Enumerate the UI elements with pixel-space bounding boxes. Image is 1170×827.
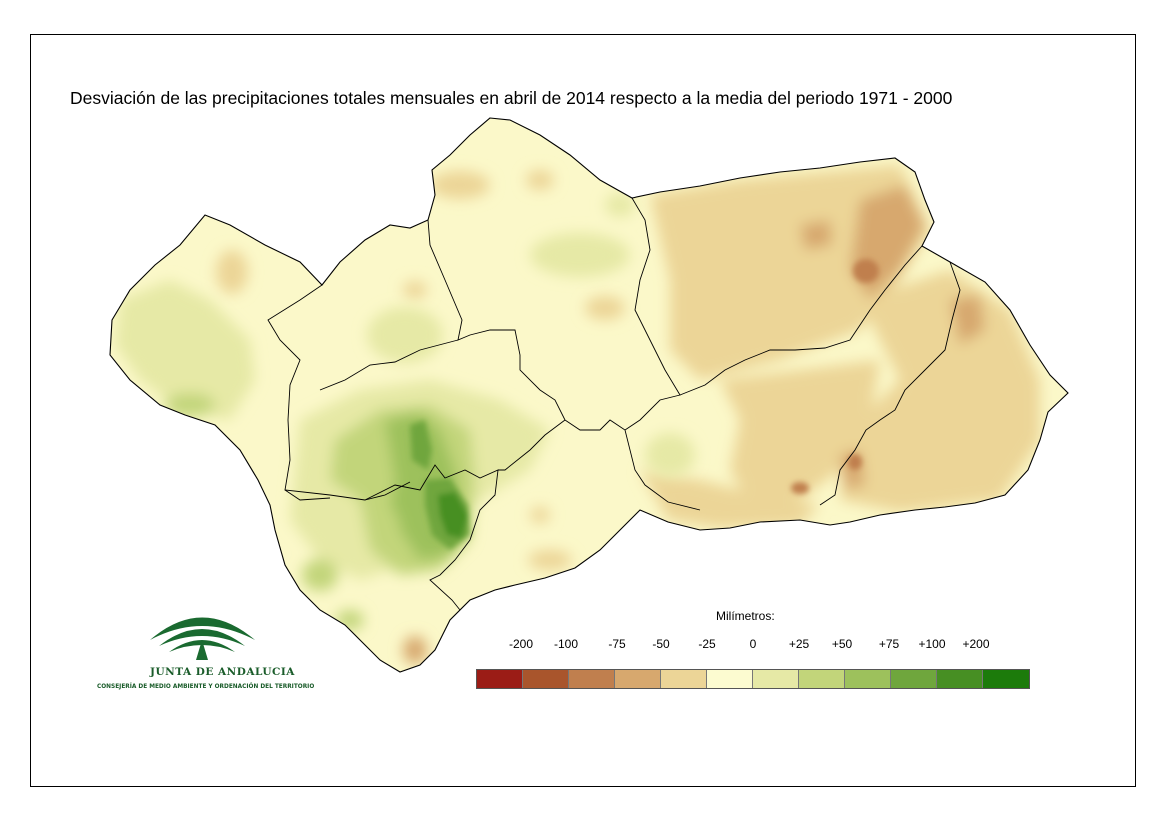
legend-swatch bbox=[569, 670, 615, 688]
legend-swatch bbox=[661, 670, 707, 688]
logo-name: JUNTA DE ANDALUCIA bbox=[150, 666, 295, 678]
deficit-zones bbox=[216, 165, 1040, 664]
legend-swatch bbox=[891, 670, 937, 688]
legend-swatch bbox=[615, 670, 661, 688]
junta-andalucia-arcs-icon bbox=[150, 617, 255, 660]
legend-swatch bbox=[983, 670, 1029, 688]
legend-swatch bbox=[799, 670, 845, 688]
legend-label: +100 bbox=[918, 637, 946, 651]
legend-label: -50 bbox=[652, 637, 670, 651]
legend-swatch bbox=[477, 670, 523, 688]
logo-subtitle: CONSEJERÍA DE MEDIO AMBIENTE Y ORDENACIÓ… bbox=[97, 684, 315, 690]
legend-label: +50 bbox=[831, 637, 853, 651]
map-title: Desviación de las precipitaciones totale… bbox=[70, 88, 953, 108]
legend-label: +25 bbox=[788, 637, 810, 651]
legend-label: +200 bbox=[962, 637, 990, 651]
legend-swatch bbox=[845, 670, 891, 688]
legend-label: -75 bbox=[608, 637, 626, 651]
legend-label: -200 bbox=[508, 637, 534, 651]
legend-label: +75 bbox=[878, 637, 900, 651]
legend-label: 0 bbox=[749, 637, 757, 651]
legend-unit: Milímetros: bbox=[716, 609, 775, 623]
province-borders bbox=[267, 197, 961, 611]
legend-swatch bbox=[523, 670, 569, 688]
precipitation-field bbox=[110, 118, 1068, 672]
legend-label: -100 bbox=[553, 637, 579, 651]
legend-label: -25 bbox=[698, 637, 716, 651]
legend-swatch bbox=[753, 670, 799, 688]
legend-swatch bbox=[707, 670, 753, 688]
legend-color-bar bbox=[476, 669, 1030, 689]
legend-swatch bbox=[937, 670, 983, 688]
